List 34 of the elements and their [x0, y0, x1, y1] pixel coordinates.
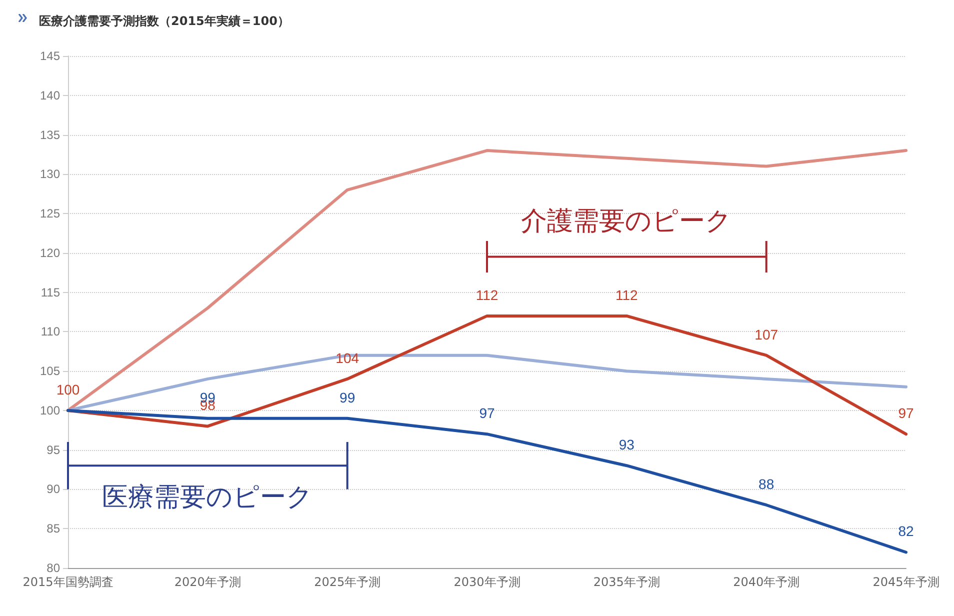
data-label: 93: [618, 436, 635, 453]
data-label: 97: [479, 405, 495, 422]
data-label: 97: [898, 405, 914, 422]
y-tick-label: 130: [40, 167, 60, 182]
x-tick-label: 2035年予測: [593, 575, 660, 589]
x-tick-label: 2025年予測: [314, 575, 381, 589]
data-label: 104: [336, 350, 360, 366]
x-tick-label: 2015年国勢調査: [22, 575, 114, 589]
y-tick-label: 140: [40, 88, 60, 102]
y-tick-label: 110: [40, 324, 60, 339]
x-tick-label: 2040年予測: [733, 575, 800, 589]
chart-title: 医療介護需要予測指数（2015年実績＝100）: [39, 14, 290, 28]
y-tick-label: 80: [46, 561, 60, 575]
data-label: 82: [898, 523, 914, 540]
annotation: 医療需要のピーク: [102, 482, 314, 515]
y-tick-label: 100: [40, 403, 60, 418]
x-tick-label: 2020年予測: [174, 575, 241, 589]
data-label: 112: [616, 286, 638, 303]
y-tick-label: 105: [40, 364, 60, 378]
data-label: 107: [754, 326, 778, 342]
data-label: 112: [476, 286, 498, 303]
y-tick-label: 85: [46, 522, 60, 536]
y-tick-label: 90: [46, 482, 60, 496]
data-label: 88: [758, 476, 774, 492]
data-label: 99: [340, 389, 356, 406]
y-tick-label: 145: [40, 49, 60, 63]
y-tick-label: 125: [40, 206, 60, 221]
y-tick-label: 120: [40, 246, 60, 260]
annotation: 介護需要のピーク: [521, 206, 732, 239]
y-tick-label: 115: [40, 285, 60, 300]
y-tick-label: 135: [40, 128, 60, 142]
y-tick-label: 95: [46, 442, 60, 457]
x-tick-label: 2045年予測: [872, 575, 940, 589]
x-tick-label: 2030年予測: [454, 575, 520, 589]
